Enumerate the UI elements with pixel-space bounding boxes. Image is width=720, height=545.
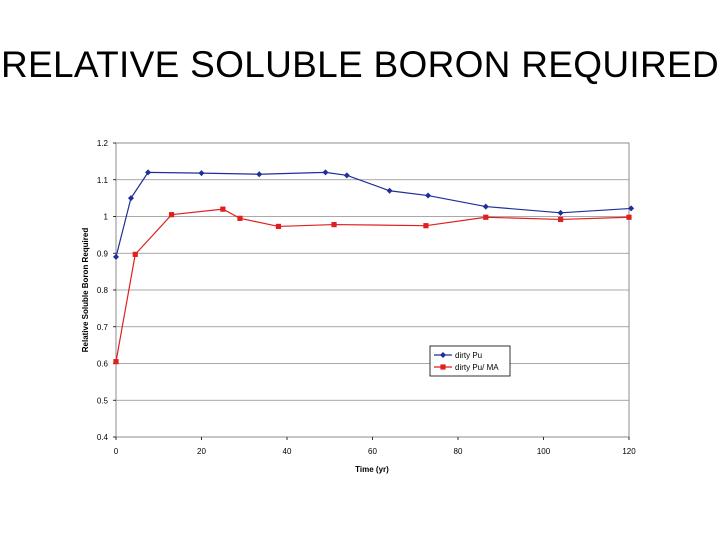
x-tick-label: 80: [454, 447, 463, 456]
data-point: [145, 169, 152, 176]
data-point: [557, 209, 564, 216]
x-tick-label: 0: [114, 447, 119, 456]
series-layer: [113, 169, 635, 365]
data-point: [331, 221, 337, 228]
data-point: [626, 214, 632, 220]
data-point: [237, 215, 243, 221]
data-point: [132, 251, 138, 257]
y-tick-labels: 0.4 0.5 0.6 0.7 0.8 0.9 1 1.1 1.2: [97, 139, 116, 442]
legend-label: dirty Pu: [455, 351, 482, 360]
data-point: [275, 223, 282, 230]
data-point: [198, 170, 205, 177]
series-1: [113, 169, 635, 260]
x-tick-label: 100: [537, 447, 551, 456]
grid-lines: [116, 179, 629, 401]
data-point: [256, 171, 263, 178]
y-tick-label: 0.8: [97, 286, 109, 295]
data-point: [113, 253, 119, 260]
y-tick-label: 0.4: [97, 433, 109, 442]
data-point: [113, 359, 119, 365]
data-point: [483, 214, 489, 220]
data-point: [482, 203, 489, 210]
series-line: [115, 171, 632, 258]
slide-title: RELATIVE SOLUBLE BORON REQUIRED: [1, 44, 719, 85]
y-tick-label: 0.5: [97, 396, 109, 405]
data-point: [558, 216, 564, 223]
x-tick-label: 20: [197, 447, 206, 456]
data-point: [322, 169, 329, 176]
data-point: [423, 223, 429, 229]
data-point: [168, 212, 175, 218]
data-point: [343, 172, 350, 179]
y-tick-label: 0.7: [97, 323, 109, 332]
data-point: [440, 364, 446, 370]
x-tick-label: 120: [622, 447, 636, 456]
data-point: [127, 195, 134, 202]
y-axis-label: Relative Soluble Boron Required: [81, 228, 90, 353]
x-tick-label: 60: [368, 447, 377, 456]
legend-box: [429, 345, 511, 377]
data-point: [220, 206, 226, 212]
data-point: [440, 352, 446, 358]
y-tick-label: 1.2: [97, 139, 109, 148]
y-tick-label: 0.6: [97, 360, 109, 369]
data-point: [386, 187, 393, 194]
series-2: [113, 206, 632, 365]
data-point: [425, 192, 432, 199]
x-tick-label: 40: [283, 447, 292, 456]
x-axis-label: Time (yr): [355, 465, 389, 474]
y-tick-label: 1.1: [97, 176, 109, 185]
legend-label: dirty Pu/ MA: [455, 363, 499, 372]
legend: dirty Pu dirty Pu/ MA: [429, 345, 511, 377]
y-tick-label: 0.9: [97, 249, 109, 258]
x-tick-labels: 0 20 40 60 80 100 120: [114, 437, 636, 456]
y-tick-label: 1: [104, 213, 109, 222]
data-point: [628, 205, 635, 212]
